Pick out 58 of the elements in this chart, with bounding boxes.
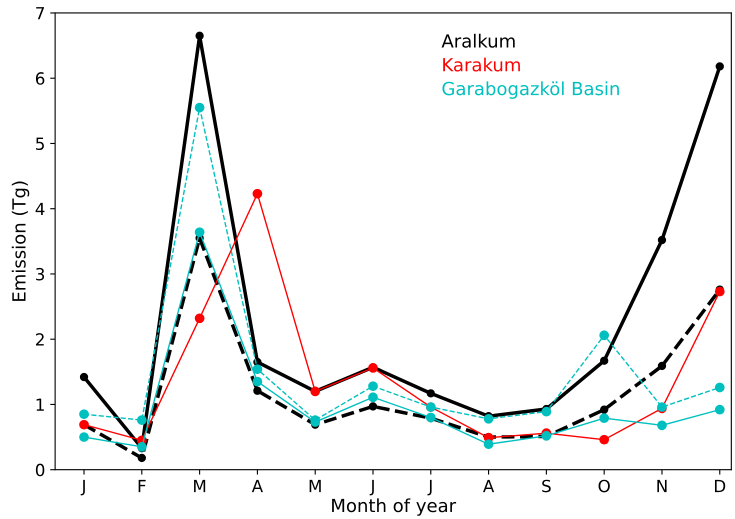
point — [79, 432, 89, 442]
point — [252, 188, 262, 199]
x-tick-label: A — [252, 480, 263, 492]
y-tick-label: 0 — [36, 464, 44, 476]
x-tick-label: N — [657, 480, 667, 492]
x-tick-label: J — [427, 480, 432, 496]
point — [79, 409, 89, 420]
point — [252, 364, 262, 374]
y-tick-label: 6 — [36, 72, 44, 85]
point — [252, 376, 262, 386]
y-tick-label: 4 — [36, 202, 44, 216]
point — [600, 406, 608, 414]
point — [657, 420, 667, 430]
point — [136, 415, 147, 425]
point — [599, 413, 610, 424]
y-axis-title: Emission (Tg) — [12, 182, 30, 301]
point — [80, 372, 88, 382]
text: Garabogazköl Basin — [442, 81, 619, 99]
point — [600, 356, 608, 365]
point — [599, 434, 610, 445]
x-tick-label: D — [714, 480, 726, 492]
y-tick-label: 3 — [36, 268, 44, 281]
point — [542, 406, 552, 416]
text: Aralkum — [442, 34, 515, 48]
point — [194, 313, 204, 324]
point — [194, 227, 204, 238]
y-tick-label: 7 — [36, 7, 44, 20]
point — [368, 392, 378, 402]
y-tick-label: 1 — [36, 398, 44, 411]
x-tick-label: O — [598, 480, 610, 492]
y-tick-label: 5 — [36, 138, 44, 150]
x-tick-label: J — [370, 480, 374, 496]
point — [253, 386, 262, 395]
x-tick-label: A — [483, 480, 494, 492]
point — [194, 102, 204, 112]
point — [484, 439, 494, 450]
point — [599, 330, 610, 340]
x-tick-label: J — [80, 480, 85, 496]
point — [426, 389, 435, 398]
x-tick-label: S — [542, 480, 551, 492]
point — [368, 381, 378, 392]
point — [714, 286, 725, 296]
point — [484, 414, 494, 424]
point — [716, 62, 724, 71]
point — [714, 382, 725, 392]
point — [136, 442, 147, 452]
point — [714, 404, 725, 415]
point — [195, 32, 204, 40]
y-tick-label: 2 — [36, 333, 44, 346]
point — [658, 362, 666, 370]
x-tick-label: M — [310, 480, 321, 492]
x-axis-title: Month of year — [332, 498, 456, 516]
text: Karakum — [443, 58, 520, 72]
point — [138, 454, 146, 462]
x-tick-label: F — [138, 480, 146, 492]
point — [658, 236, 666, 244]
point — [368, 402, 378, 411]
x-tick-label: M — [194, 480, 206, 492]
